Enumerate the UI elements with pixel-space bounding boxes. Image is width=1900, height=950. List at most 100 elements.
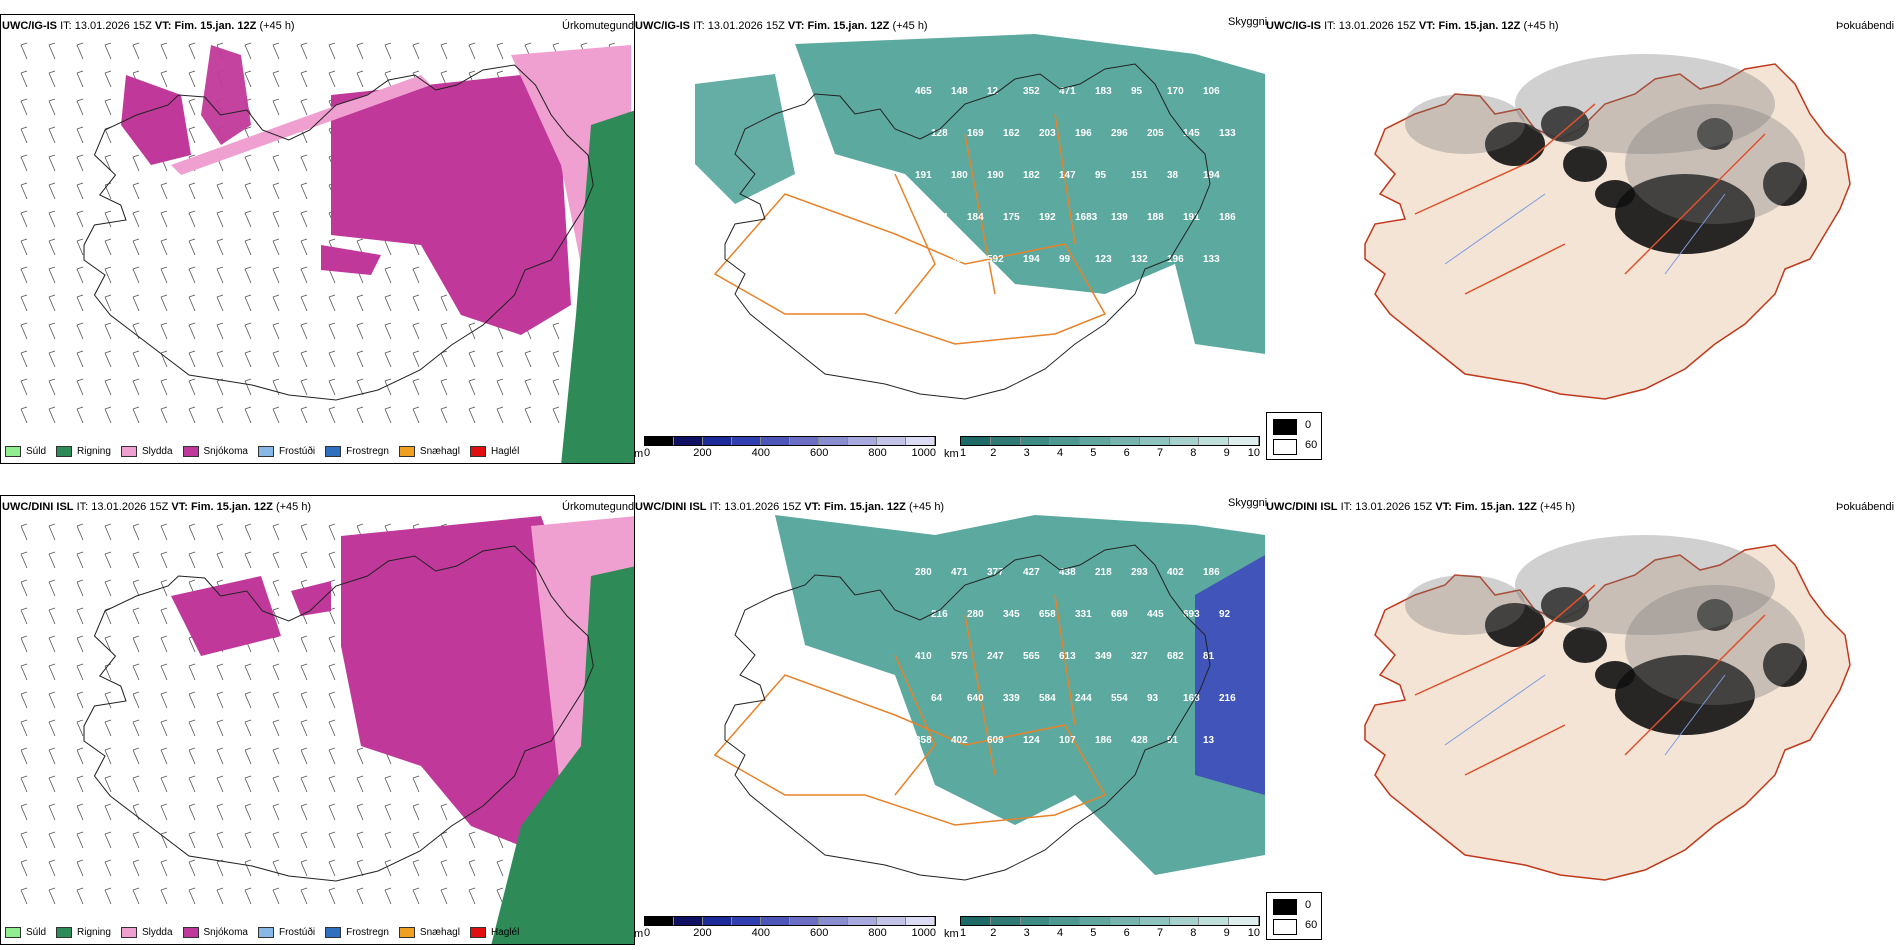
wind-barb [440,294,448,312]
road-network [713,193,1107,345]
cloudbase-value: 339 [1003,693,1020,704]
wind-barb [48,887,56,905]
cloudbase-value: 592 [987,254,1004,265]
wind-barb [76,70,84,88]
wind-barb [300,70,308,88]
fog-panel-2 [1265,495,1900,945]
wind-barb [132,635,140,653]
cloudbase-value: 196 [1075,128,1092,139]
wind-barb [20,350,28,368]
wind-barb [328,803,336,821]
wind-barb [328,42,336,60]
wind-barb [272,406,280,424]
wind-barb [524,378,532,396]
wind-barb [328,719,336,737]
wind-barb [188,406,196,424]
wind-barb [328,70,336,88]
fog-area [1697,118,1733,150]
wind-barb [468,859,476,877]
wind-barb [188,747,196,765]
wind-barb [132,747,140,765]
fog-legend-2: 0 60 [1266,892,1322,940]
wind-barb [272,294,280,312]
wind-barb [328,691,336,709]
cloudbase-value: 465 [915,86,932,97]
wind-barb [188,70,196,88]
wind-barb [524,350,532,368]
wind-barb [244,663,252,681]
wind-barb [244,719,252,737]
legend-item-frostregn: Frostregn [325,446,389,457]
wind-barb [188,182,196,200]
wind-barb [160,266,168,284]
legend-swatch [56,446,73,457]
wind-barb [20,126,28,144]
cloudbase-value: 247 [987,651,1004,662]
cloudbase-value: 38 [1167,170,1179,181]
wind-barb [132,859,140,877]
rain-area [561,110,634,463]
wind-barb [188,294,196,312]
wind-barb [76,747,84,765]
legend-swatch [120,927,137,938]
cloudbase-value: 186 [1219,212,1236,223]
wind-barb [272,887,280,905]
wind-barb [328,831,336,849]
wind-barb [244,210,252,228]
wind-barb [356,747,364,765]
legend-label: Rigning [77,927,111,938]
wind-barb [412,803,420,821]
wind-barb [384,294,392,312]
wind-barb [300,803,308,821]
wind-barb [216,859,224,877]
wind-barb [76,182,84,200]
wind-barb [384,70,392,88]
fog-fields [1405,535,1807,776]
visibility-unit-2: km [944,928,959,940]
wind-barb [188,859,196,877]
fog-area [1541,106,1589,142]
colorbar-swatch [848,917,877,925]
wind-barb [272,350,280,368]
fog-haze [1625,104,1805,224]
wind-barb [48,719,56,737]
wind-barb [20,803,28,821]
legend-item-súld: Súld [5,927,46,938]
wind-barb [300,322,308,340]
wind-barb [356,775,364,793]
wind-barb [132,607,140,625]
sleet-area [171,75,431,175]
wind-barb [300,378,308,396]
legend-label: Rigning [77,446,111,457]
cloud-map-1: 465 148 12 352 471 183 95 170 106 128 169 162 203 196… [695,34,1265,400]
wind-barb [328,350,336,368]
legend-label: Slydda [141,446,173,457]
cloudbase-value: 133 [1219,128,1236,139]
legend-label: Snæhagl [419,927,460,938]
wind-barb [300,98,308,116]
wind-barb [244,887,252,905]
cloudbase-value: 203 [1039,128,1056,139]
wind-barb [132,406,140,424]
wind-barb [356,406,364,424]
colorbar-swatch [877,437,906,445]
wind-barb [356,42,364,60]
iceland-outline [83,545,594,882]
wind-barb [244,266,252,284]
wind-barb [412,406,420,424]
precip-type-label-2: Úrkomutegund [562,501,635,513]
cloudbase-value: 584 [1039,693,1056,704]
wind-barb [272,210,280,228]
wind-barb [188,238,196,256]
wind-barb [132,266,140,284]
cloudbase-value: 194 [1203,170,1220,181]
road-network [1414,103,1766,295]
cloudbase-value: 280 [967,609,984,620]
wind-barb [104,182,112,200]
wind-barb [552,406,560,424]
cloudbase-value: 139 [1111,212,1128,223]
wind-barb [412,378,420,396]
cloudbase-value: 244 [931,212,948,223]
wind-barb [384,350,392,368]
wind-barb [76,266,84,284]
